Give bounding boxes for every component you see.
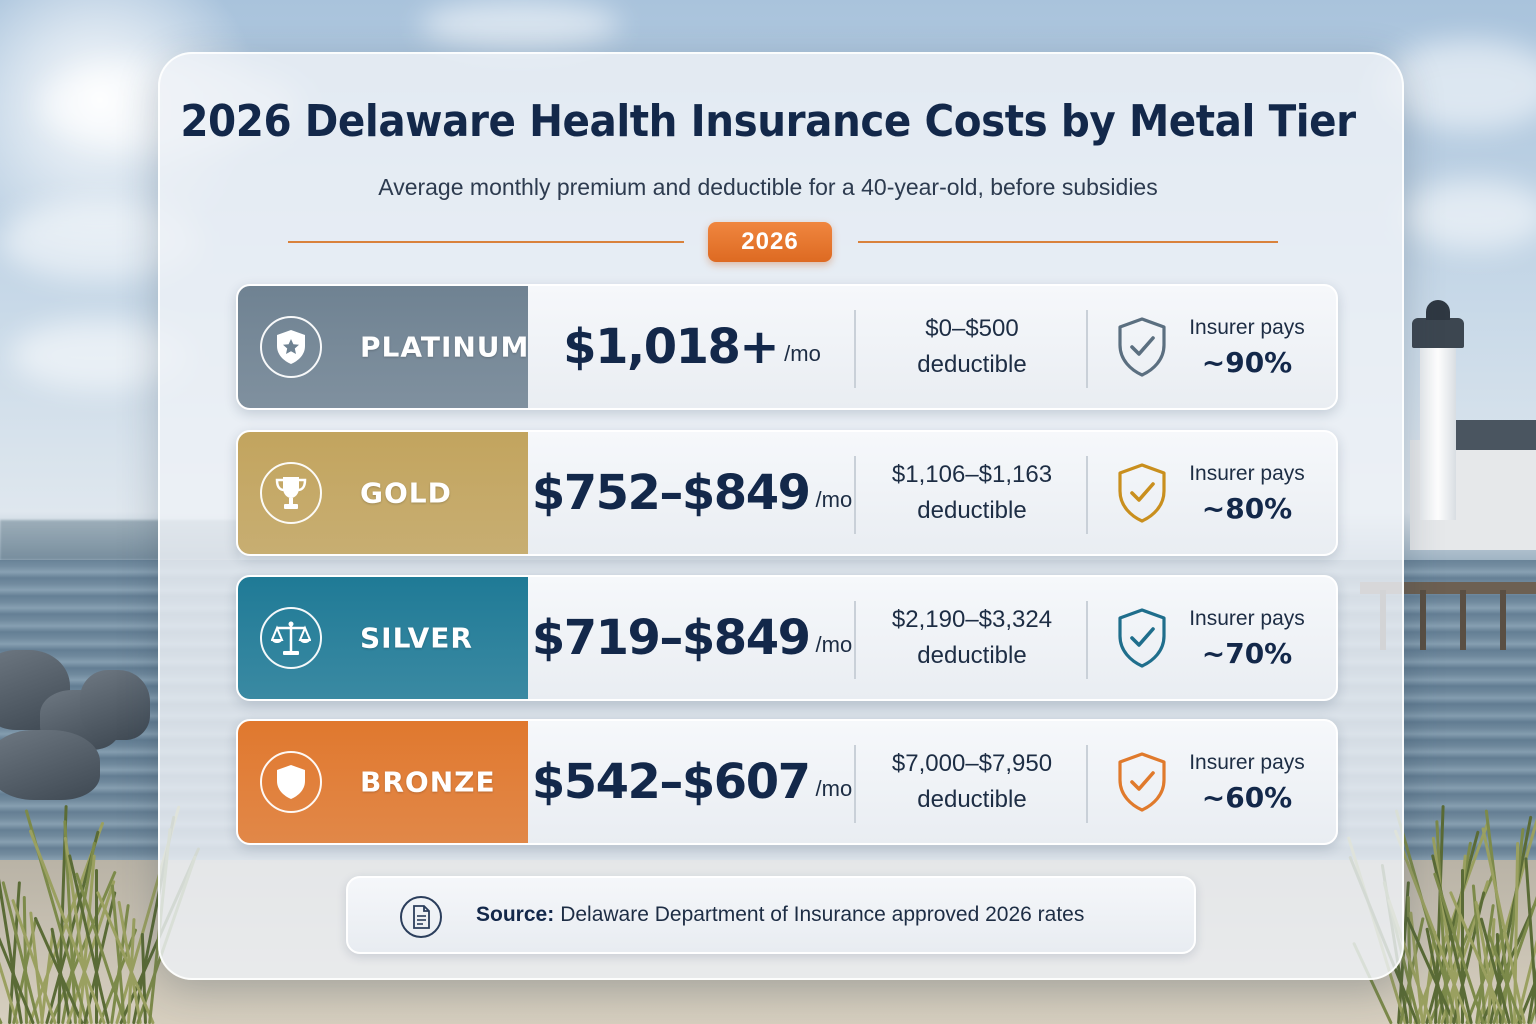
trophy-icon (260, 462, 322, 524)
page-title: 2026 Delaware Health Insurance Costs by … (180, 96, 1356, 147)
rock (0, 730, 100, 800)
source-description: Delaware Department of Insurance approve… (560, 903, 1085, 926)
shield-star-icon (260, 316, 322, 378)
divider-line-left (288, 241, 684, 243)
premium-period: /mo (784, 341, 821, 366)
premium-amount: $719–$849 (531, 610, 811, 666)
column-divider (854, 310, 856, 388)
deductible: $2,190–$3,324 deductible (858, 577, 1086, 699)
tier-label-block: SILVER (238, 577, 528, 699)
column-divider (854, 601, 856, 679)
deductible: $1,106–$1,163 deductible (858, 432, 1086, 554)
column-divider (854, 745, 856, 823)
tier-label-block: PLATINUM (238, 286, 528, 408)
lighthouse (1420, 340, 1456, 520)
deductible-label: deductible (917, 786, 1027, 813)
insurer-pays-percent: ~80% (1201, 492, 1293, 525)
deductible-label: deductible (917, 642, 1027, 669)
grass-blade (94, 869, 98, 1024)
tier-name: SILVER (360, 621, 473, 655)
column-divider (1086, 745, 1088, 823)
tier-row-gold: GOLD $752–$849/mo $1,106–$1,163 deductible I… (236, 430, 1338, 556)
premium-amount: $542–$607 (531, 754, 811, 810)
source-box: Source: Delaware Department of Insurance… (346, 876, 1196, 954)
pier-post (1420, 590, 1426, 650)
page-subtitle: Average monthly premium and deductible f… (378, 174, 1158, 200)
grass-blade (1461, 869, 1464, 1024)
insurer-pays-label: Insurer pays (1189, 462, 1305, 485)
deductible-label: deductible (917, 497, 1027, 524)
tier-row-platinum: PLATINUM $1,018+/mo $0–$500 deductible Insur… (236, 284, 1338, 410)
pier-post (1460, 590, 1466, 650)
cloud (1380, 40, 1536, 130)
premium-period: /mo (815, 632, 853, 657)
deductible-range: $2,190–$3,324 (891, 606, 1053, 633)
premium: $719–$849/mo (530, 577, 854, 699)
deductible-range: $7,000–$7,950 (891, 750, 1053, 777)
check-shield-icon (1116, 462, 1168, 524)
year-badge: 2026 (708, 222, 832, 262)
column-divider (1086, 310, 1088, 388)
insurer-pays-percent: ~70% (1201, 637, 1293, 670)
tier-name: PLATINUM (360, 330, 530, 364)
premium: $752–$849/mo (530, 432, 854, 554)
rock (80, 670, 150, 740)
premium-period: /mo (815, 776, 853, 801)
divider-line-right (858, 241, 1278, 243)
insurer-pays: Insurer pays ~90% (1178, 286, 1316, 408)
check-shield-icon (1116, 751, 1168, 813)
insurer-pays-label: Insurer pays (1189, 316, 1305, 339)
check-shield-icon (1116, 316, 1168, 378)
document-icon (400, 896, 442, 938)
insurer-pays-percent: ~60% (1201, 781, 1293, 814)
premium-period: /mo (815, 487, 853, 512)
insurer-pays: Insurer pays ~80% (1178, 432, 1316, 554)
insurer-pays-label: Insurer pays (1189, 751, 1305, 774)
tier-name: GOLD (360, 476, 452, 510)
shield-icon (260, 751, 322, 813)
tier-row-bronze: BRONZE $542–$607/mo $7,000–$7,950 deductibl… (236, 719, 1338, 845)
column-divider (1086, 601, 1088, 679)
lighthouse-top (1426, 300, 1450, 320)
source-label: Source: (476, 903, 555, 926)
insurer-pays: Insurer pays ~60% (1178, 721, 1316, 843)
pier (1360, 582, 1536, 594)
insurer-pays-label: Insurer pays (1189, 607, 1305, 630)
deductible-label: deductible (917, 351, 1027, 378)
column-divider (1086, 456, 1088, 534)
cloud (1400, 180, 1536, 250)
tier-label-block: GOLD (238, 432, 528, 554)
scales-icon (260, 607, 322, 669)
pier-post (1500, 590, 1506, 650)
source-text: Source: Delaware Department of Insurance… (476, 878, 1084, 952)
tier-label-block: BRONZE (238, 721, 528, 843)
insurer-pays-percent: ~90% (1201, 346, 1293, 379)
premium: $542–$607/mo (530, 721, 854, 843)
deductible-range: $1,106–$1,163 (891, 461, 1053, 488)
deductible-range: $0–$500 (925, 315, 1019, 342)
lighthouse-lamp (1412, 318, 1464, 348)
column-divider (854, 456, 856, 534)
premium: $1,018+/mo (530, 286, 854, 408)
deductible: $7,000–$7,950 deductible (858, 721, 1086, 843)
cloud (420, 0, 620, 50)
insurer-pays: Insurer pays ~70% (1178, 577, 1316, 699)
premium-amount: $1,018+ (563, 319, 779, 375)
deductible: $0–$500 deductible (858, 286, 1086, 408)
tier-name: BRONZE (360, 765, 496, 799)
check-shield-icon (1116, 607, 1168, 669)
premium-amount: $752–$849 (531, 465, 811, 521)
tier-row-silver: SILVER $719–$849/mo $2,190–$3,324 deductibl… (236, 575, 1338, 701)
